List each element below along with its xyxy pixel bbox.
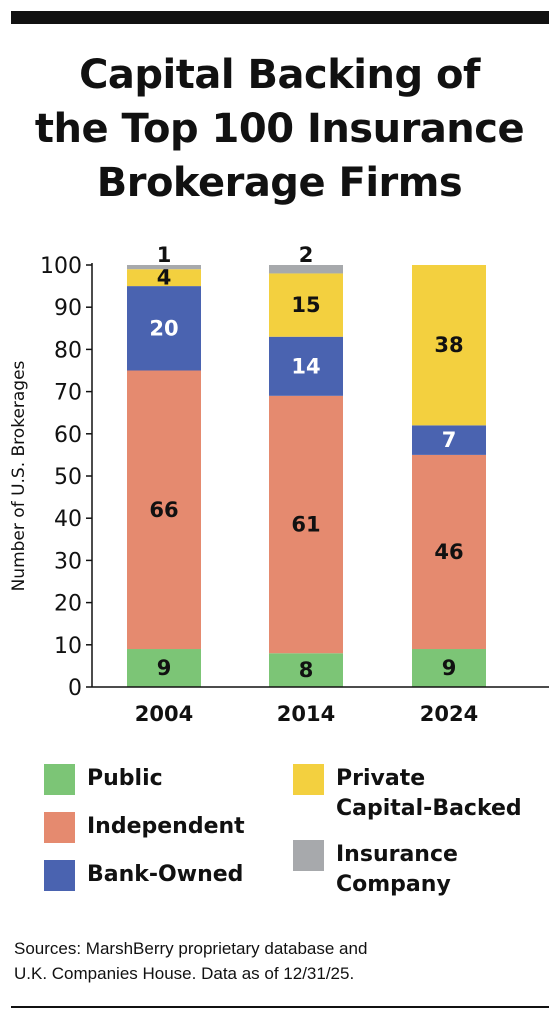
y-tick-label: 10: [54, 634, 82, 659]
source-line-2: U.K. Companies House. Data as of 12/31/2…: [14, 964, 355, 983]
x-tick-label-2014: 2014: [277, 702, 335, 726]
data-label-insurance-company-2004: 1: [157, 243, 172, 267]
title-line-3: Brokerage Firms: [96, 160, 463, 206]
data-label-bank-owned-2014: 14: [291, 354, 320, 378]
bar-private-capital-backed-2024: [412, 265, 486, 426]
data-label-public-2004: 9: [157, 656, 172, 680]
bar-independent-2024: [412, 454, 486, 650]
bar-public-2014: [269, 653, 343, 687]
y-axis-label: Number of U.S. Brokerages: [9, 360, 29, 591]
legend-swatch-private-capital-backed: [293, 764, 324, 795]
legend-item-public: Public: [44, 764, 163, 795]
data-label-bank-owned-2024: 7: [442, 428, 457, 452]
y-tick-label: 50: [54, 465, 82, 490]
y-tick-label: 0: [68, 676, 82, 701]
data-label-private-capital-backed-2024: 38: [434, 333, 463, 357]
data-label-public-2024: 9: [442, 656, 457, 680]
y-tick-label: 80: [54, 338, 82, 363]
legend-label-bank-owned: Bank-Owned: [87, 862, 244, 887]
bottom-rule: [11, 1006, 549, 1008]
bar-bank-owned-2024: [412, 425, 486, 455]
data-label-independent-2004: 66: [149, 498, 178, 522]
data-label-private-capital-backed-2014: 15: [291, 293, 320, 317]
y-tick-label: 40: [54, 507, 82, 532]
y-tick-label: 100: [40, 254, 82, 279]
legend-label-independent: Independent: [87, 814, 245, 839]
bar-independent-2014: [269, 395, 343, 654]
bar-public-2024: [412, 649, 486, 687]
bar-private-capital-backed-2014: [269, 273, 343, 337]
legend-item-independent: Independent: [44, 812, 245, 843]
bar-bank-owned-2014: [269, 336, 343, 396]
data-label-insurance-company-2014: 2: [299, 243, 314, 267]
data-label-private-capital-backed-2004: 4: [157, 266, 172, 290]
data-label-independent-2024: 46: [434, 540, 463, 564]
title-line-1: Capital Backing of: [79, 52, 480, 98]
y-tick-label: 20: [54, 592, 82, 617]
chart-title: Capital Backing of the Top 100 Insurance…: [0, 48, 559, 210]
bar-public-2004: [127, 649, 201, 687]
legend-swatch-bank-owned: [44, 860, 75, 891]
legend-label-private-capital-backed: Private Capital-Backed: [336, 766, 522, 821]
stacked-bar-chart: 0 10 20 30 40 50 60 70 80 90 100 Number of U.S. Bro…: [9, 243, 549, 726]
bar-independent-2004: [127, 370, 201, 650]
y-tick-label: 90: [54, 296, 82, 321]
x-tick-label-2024: 2024: [420, 702, 478, 726]
legend-swatch-insurance-company: [293, 840, 324, 871]
y-tick-label: 60: [54, 423, 82, 448]
title-line-2: the Top 100 Insurance: [34, 106, 525, 152]
legend-item-insurance-company: Insurance Company: [293, 840, 458, 900]
bar-bank-owned-2004: [127, 286, 201, 371]
source-note: Sources: MarshBerry proprietary database…: [14, 936, 534, 986]
x-tick-label-2004: 2004: [135, 702, 193, 726]
legend-label-public: Public: [87, 766, 163, 791]
y-tick-label: 70: [54, 381, 82, 406]
y-tick-label: 30: [54, 549, 82, 574]
source-line-1: Sources: MarshBerry proprietary database…: [14, 939, 368, 958]
legend-swatch-independent: [44, 812, 75, 843]
legend-label-insurance-company: Insurance Company: [336, 842, 458, 897]
legend: Public Independent Bank-Owned Private Ca…: [0, 752, 559, 922]
legend-item-private-capital-backed: Private Capital-Backed: [293, 764, 522, 824]
data-label-independent-2014: 61: [291, 513, 320, 537]
bar-private-capital-backed-2004: [127, 269, 201, 287]
legend-item-bank-owned: Bank-Owned: [44, 860, 243, 891]
data-label-bank-owned-2004: 20: [149, 316, 178, 340]
top-rule: [11, 11, 549, 24]
bar-insurance-company-2004: [127, 265, 201, 270]
legend-swatch-public: [44, 764, 75, 795]
bar-insurance-company-2014: [269, 265, 343, 274]
data-label-public-2014: 8: [299, 658, 314, 682]
